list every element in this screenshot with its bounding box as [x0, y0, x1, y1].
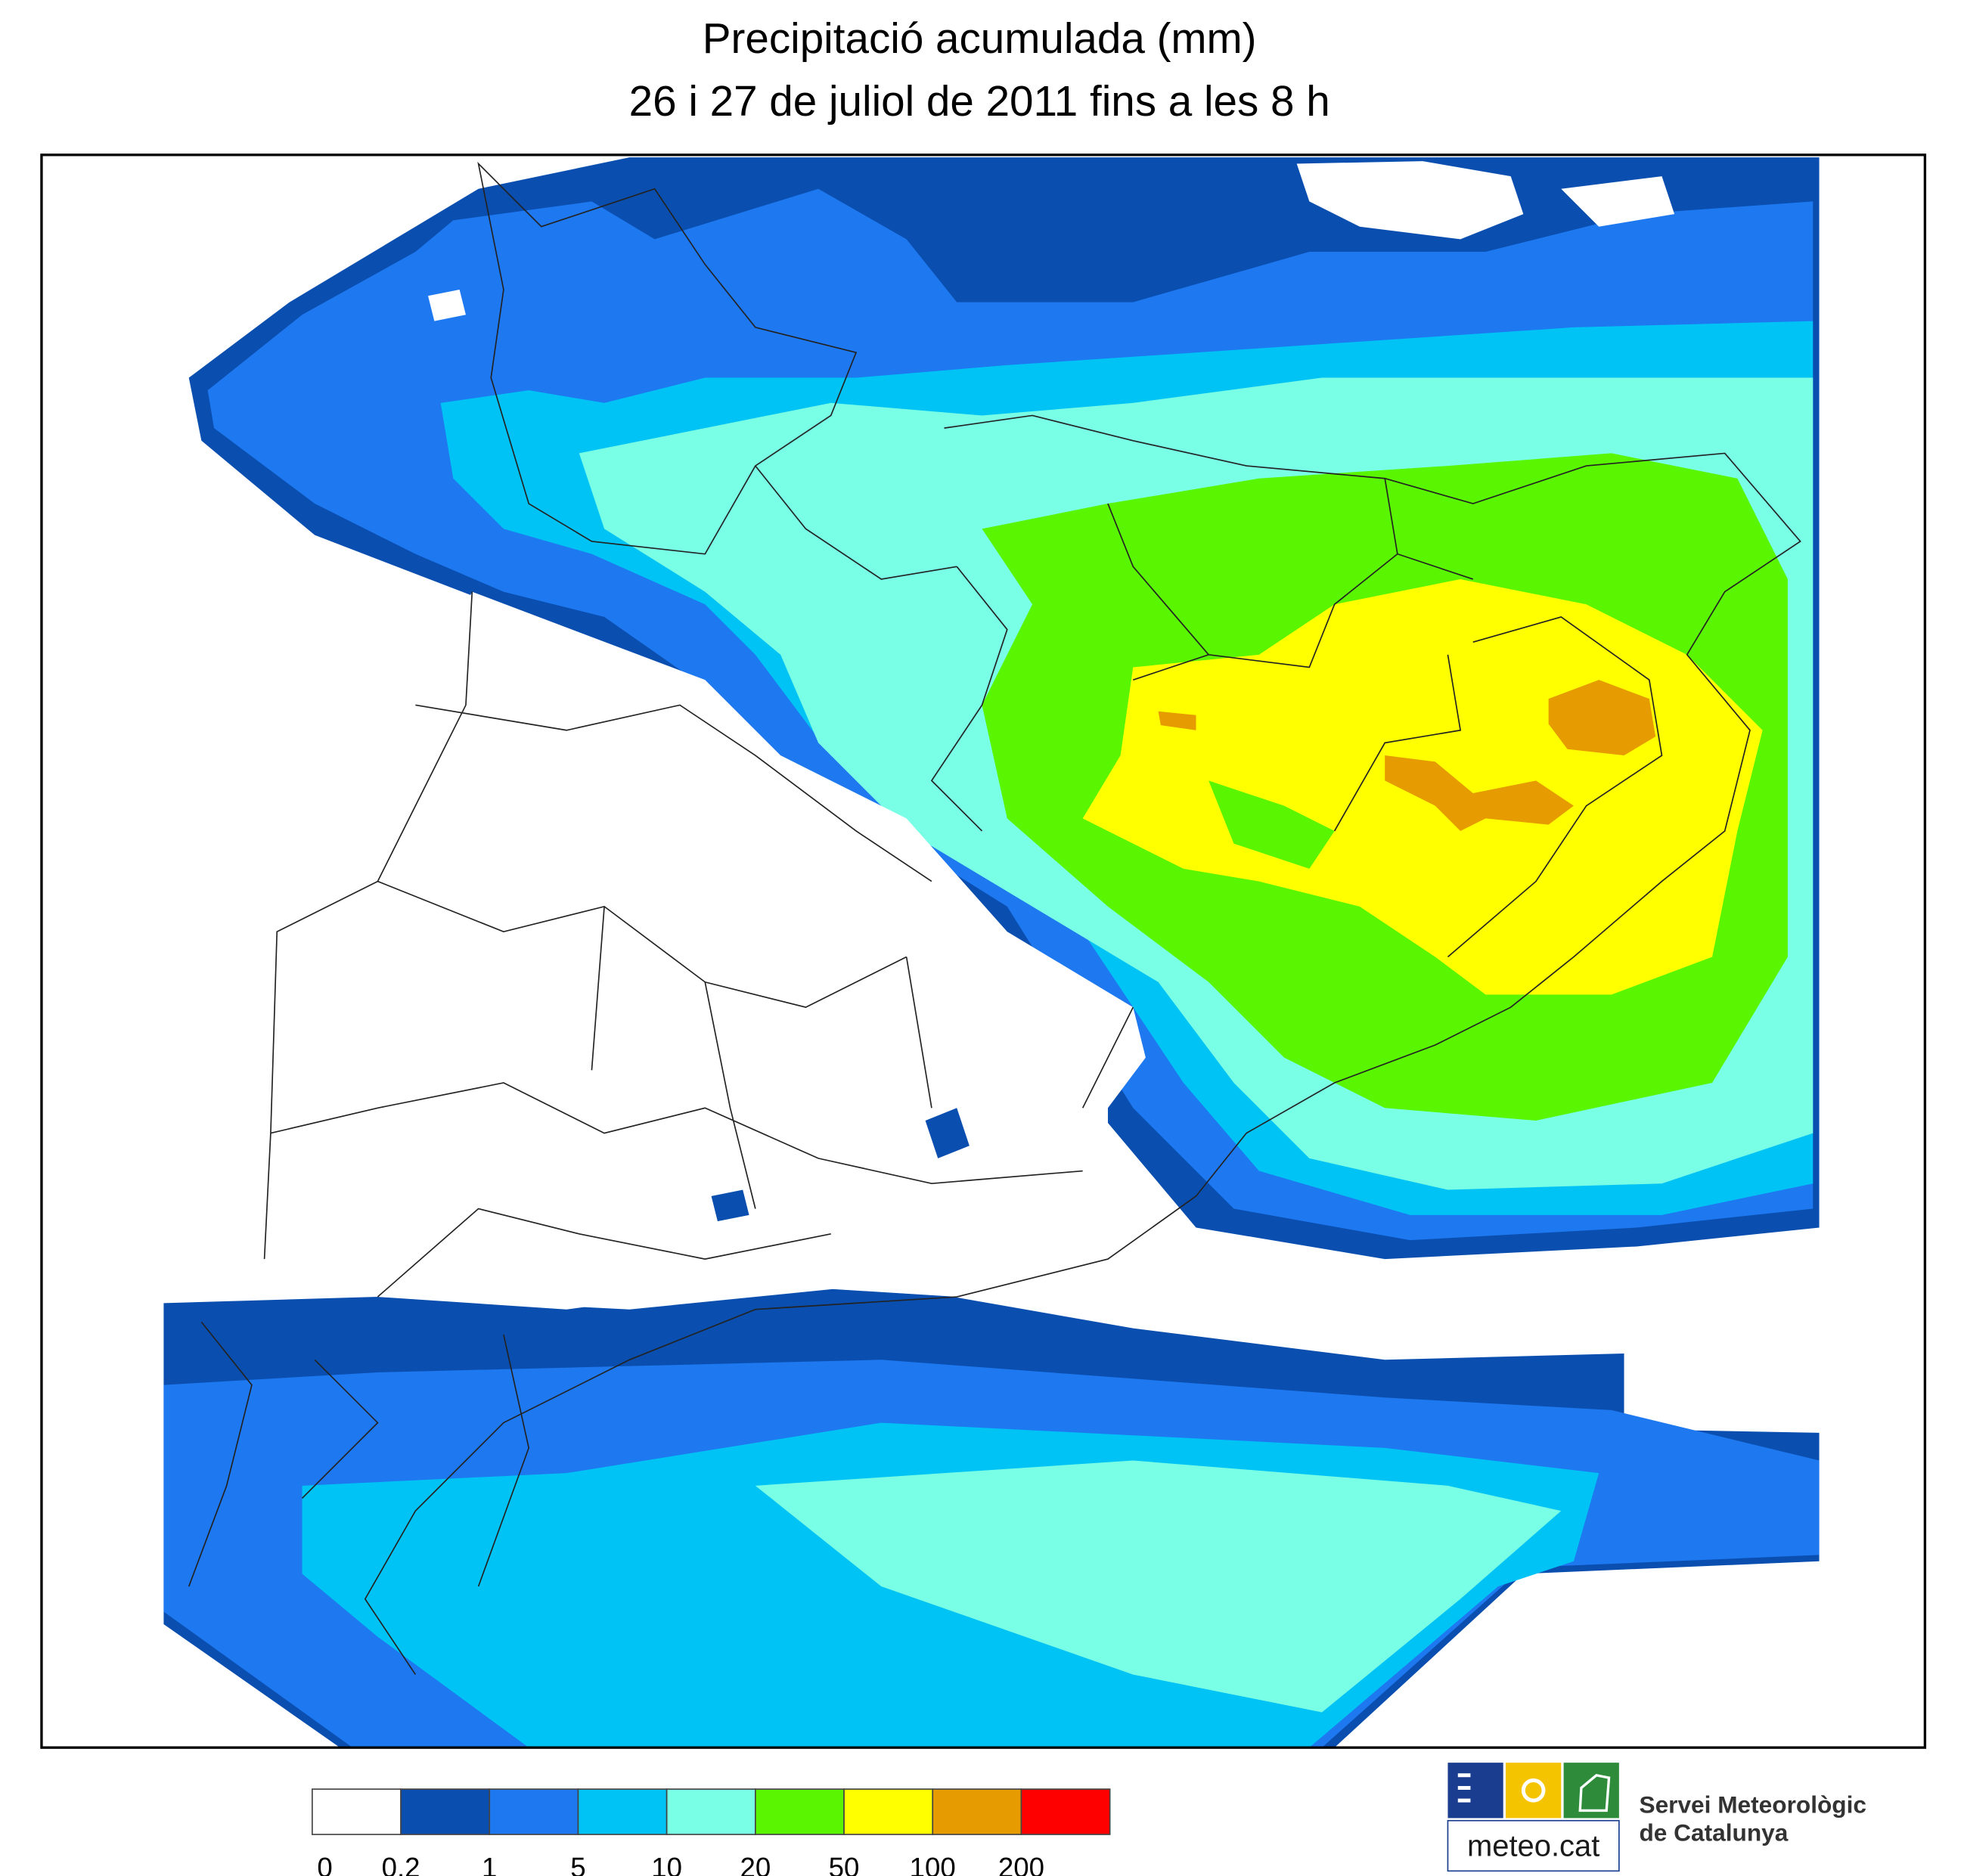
legend-label: 20: [740, 1853, 771, 1876]
legend-label: 1: [482, 1853, 497, 1876]
legend-swatch: [400, 1788, 491, 1835]
legend-swatch: [932, 1788, 1022, 1835]
legend-swatch: [755, 1788, 845, 1835]
legend-label: 5: [570, 1853, 585, 1876]
legend-label: 50: [829, 1853, 860, 1876]
legend-swatch: [843, 1788, 934, 1835]
logo: meteo.cat Servei Meteorològic de Catalun…: [1447, 1763, 1866, 1872]
legend: 0 0.2 1 5 10 20 50 100 200: [312, 1788, 1111, 1876]
legend-swatch: [489, 1788, 579, 1835]
legend-label: 0.2: [382, 1853, 420, 1876]
logo-site: meteo.cat: [1467, 1829, 1599, 1862]
legend-label: 100: [910, 1853, 956, 1876]
legend-swatch: [666, 1788, 756, 1835]
precipitation-field: [163, 157, 1820, 1748]
logo-org: de Catalunya: [1639, 1819, 1788, 1846]
subtitle: 26 i 27 de juliol de 2011 fins a les 8 h: [629, 77, 1330, 125]
legend-label: 10: [651, 1853, 682, 1876]
logo-org: Servei Meteorològic: [1639, 1791, 1866, 1819]
legend-label: 200: [998, 1853, 1044, 1876]
map-frame: [40, 153, 1927, 1749]
legend-swatch: [312, 1788, 402, 1835]
title: Precipitació acumulada (mm): [703, 14, 1257, 62]
legend-swatch: [577, 1788, 668, 1835]
legend-swatch: [1020, 1788, 1111, 1835]
legend-label: 0: [317, 1853, 332, 1876]
